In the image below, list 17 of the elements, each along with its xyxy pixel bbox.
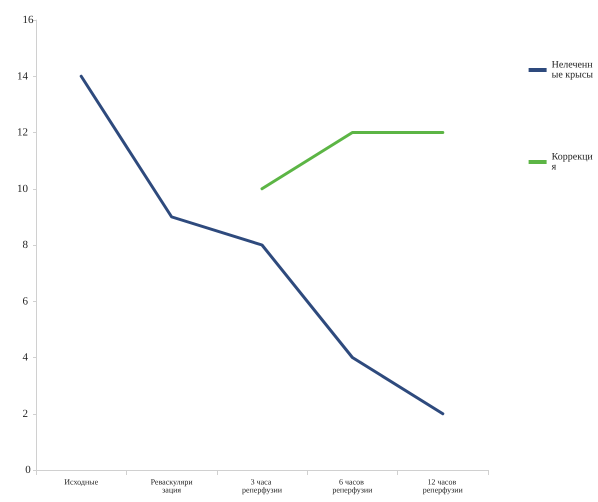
y-tick-label: 8 [22, 239, 28, 251]
y-tick-label: 0 [25, 464, 32, 476]
x-tick-label: Реваскуляризация [150, 478, 194, 494]
x-tick-label: Исходные [64, 478, 99, 486]
x-tick-label: 3 часа реперфузии [242, 478, 283, 494]
y-tick-label: 12 [17, 126, 28, 138]
y-tick-label: 14 [17, 70, 28, 82]
legend-label: Коррекция [552, 152, 594, 172]
y-tick-label: 2 [22, 408, 28, 420]
y-tick-label: 16 [22, 14, 34, 26]
y-tick-label: 6 [22, 295, 28, 308]
x-tick-label: 12 часов реперфузии [422, 478, 464, 494]
x-tick-label: 6 часов реперфузии [332, 478, 374, 494]
legend-label: Нелеченные крысы [552, 60, 594, 80]
line-series [80, 74, 444, 416]
y-tick-label: 4 [22, 352, 28, 364]
y-tick-label: 10 [17, 182, 28, 195]
